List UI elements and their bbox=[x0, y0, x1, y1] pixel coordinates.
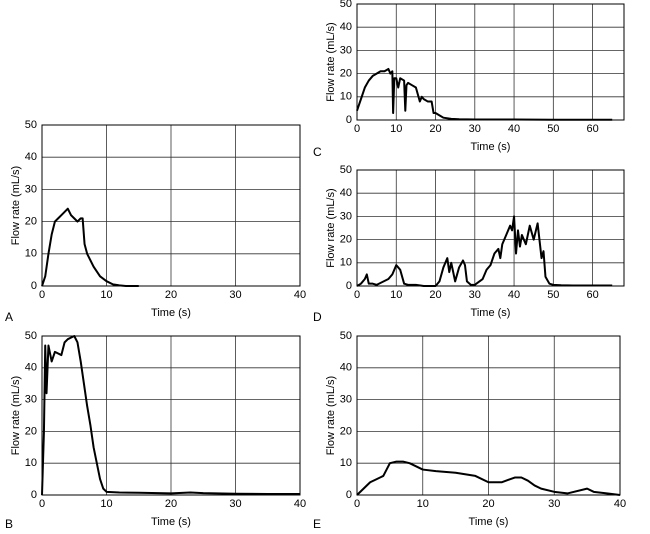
flow-line bbox=[356, 460, 621, 496]
x-tick-label: 30 bbox=[469, 289, 481, 301]
plot-frame bbox=[41, 124, 301, 287]
y-tick-label: 40 bbox=[25, 362, 37, 374]
y-tick-label: 0 bbox=[346, 114, 352, 126]
x-axis-label: Time (s) bbox=[471, 141, 511, 153]
y-tick-label: 30 bbox=[340, 210, 352, 222]
x-tick-label: 0 bbox=[354, 123, 360, 135]
x-tick-label: 40 bbox=[614, 498, 626, 510]
x-tick-label: 40 bbox=[294, 498, 306, 510]
x-tick-label: 30 bbox=[229, 289, 241, 301]
plot-frame bbox=[41, 335, 301, 496]
y-tick-label: 40 bbox=[340, 362, 352, 374]
y-tick-label: 50 bbox=[25, 330, 37, 342]
x-tick-label: 30 bbox=[229, 498, 241, 510]
x-tick-label: 50 bbox=[547, 123, 559, 135]
x-tick-label: 0 bbox=[354, 498, 360, 510]
x-tick-label: 10 bbox=[417, 498, 429, 510]
panel-label: B bbox=[5, 517, 13, 531]
x-tick-label: 0 bbox=[39, 498, 45, 510]
panel-label: D bbox=[313, 310, 322, 324]
y-tick-label: 10 bbox=[340, 257, 352, 269]
y-tick-label: 20 bbox=[25, 216, 37, 228]
y-tick-label: 10 bbox=[340, 91, 352, 103]
panel-label: C bbox=[313, 145, 322, 159]
flow-line bbox=[41, 335, 300, 496]
x-axis-label: Time (s) bbox=[471, 307, 511, 319]
y-tick-label: 50 bbox=[340, 0, 352, 10]
x-tick-label: 10 bbox=[100, 498, 112, 510]
y-axis-label: Flow rate (mL/s) bbox=[10, 376, 22, 455]
y-tick-label: 40 bbox=[340, 187, 352, 199]
panel-label: E bbox=[313, 517, 321, 531]
y-tick-label: 10 bbox=[340, 457, 352, 469]
x-tick-label: 20 bbox=[482, 498, 494, 510]
y-tick-label: 20 bbox=[340, 425, 352, 437]
x-axis-label: Time (s) bbox=[151, 516, 191, 528]
x-tick-label: 20 bbox=[165, 498, 177, 510]
x-tick-label: 0 bbox=[354, 289, 360, 301]
x-tick-label: 60 bbox=[586, 123, 598, 135]
y-tick-label: 20 bbox=[25, 425, 37, 437]
y-tick-label: 40 bbox=[25, 151, 37, 163]
x-tick-label: 60 bbox=[586, 289, 598, 301]
flow-line bbox=[356, 67, 613, 121]
flow-line bbox=[41, 207, 139, 287]
flow-line bbox=[356, 215, 613, 287]
y-tick-label: 0 bbox=[346, 489, 352, 501]
plot-frame bbox=[356, 335, 621, 496]
plot-frame bbox=[356, 169, 625, 287]
x-axis-label: Time (s) bbox=[151, 307, 191, 319]
y-axis-label: Flow rate (mL/s) bbox=[325, 22, 337, 101]
x-tick-label: 30 bbox=[469, 123, 481, 135]
x-tick-label: 10 bbox=[390, 289, 402, 301]
x-tick-label: 0 bbox=[39, 289, 45, 301]
y-tick-label: 20 bbox=[340, 234, 352, 246]
y-tick-label: 40 bbox=[340, 21, 352, 33]
y-tick-label: 30 bbox=[340, 44, 352, 56]
y-tick-label: 50 bbox=[340, 164, 352, 176]
y-tick-label: 30 bbox=[340, 394, 352, 406]
y-tick-label: 50 bbox=[25, 119, 37, 131]
x-tick-label: 20 bbox=[429, 123, 441, 135]
y-tick-label: 0 bbox=[346, 280, 352, 292]
y-axis-label: Flow rate (mL/s) bbox=[10, 166, 22, 245]
y-tick-label: 50 bbox=[340, 330, 352, 342]
y-tick-label: 0 bbox=[31, 280, 37, 292]
plot-frame bbox=[356, 3, 625, 121]
x-tick-label: 50 bbox=[547, 289, 559, 301]
x-tick-label: 40 bbox=[294, 289, 306, 301]
panel-label: A bbox=[5, 310, 13, 324]
y-tick-label: 30 bbox=[25, 394, 37, 406]
x-tick-label: 20 bbox=[429, 289, 441, 301]
x-tick-label: 30 bbox=[548, 498, 560, 510]
y-tick-label: 10 bbox=[25, 457, 37, 469]
x-tick-label: 40 bbox=[508, 123, 520, 135]
y-axis-label: Flow rate (mL/s) bbox=[325, 188, 337, 267]
x-tick-label: 20 bbox=[165, 289, 177, 301]
x-tick-label: 40 bbox=[508, 289, 520, 301]
y-tick-label: 0 bbox=[31, 489, 37, 501]
y-tick-label: 20 bbox=[340, 68, 352, 80]
y-axis-label: Flow rate (mL/s) bbox=[325, 376, 337, 455]
x-axis-label: Time (s) bbox=[469, 516, 509, 528]
x-tick-label: 10 bbox=[390, 123, 402, 135]
y-tick-label: 10 bbox=[25, 248, 37, 260]
x-tick-label: 10 bbox=[100, 289, 112, 301]
y-tick-label: 30 bbox=[25, 183, 37, 195]
